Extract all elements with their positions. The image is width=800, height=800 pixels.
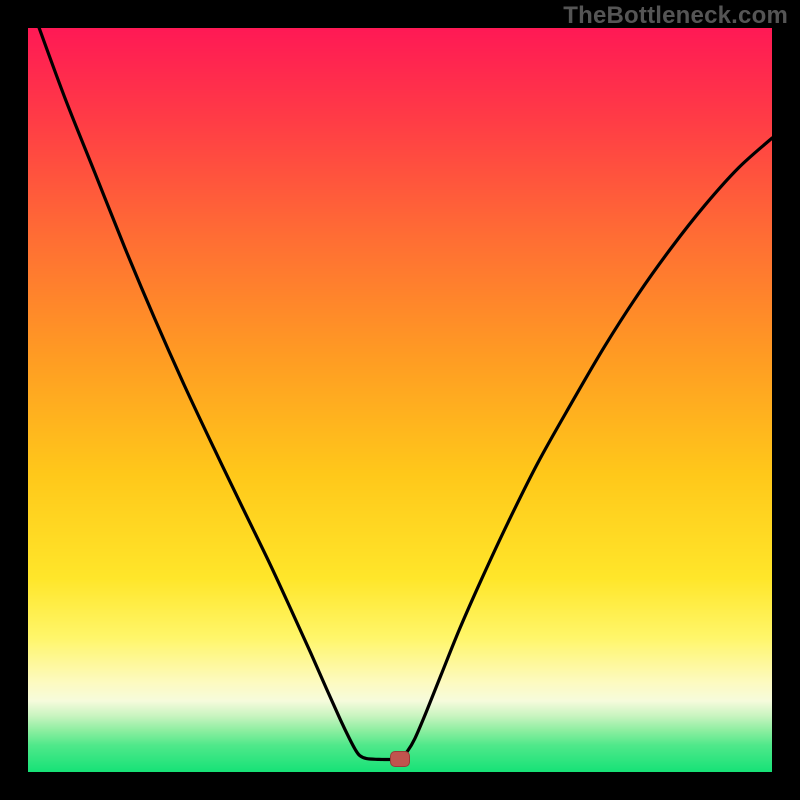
bottleneck-curve bbox=[28, 28, 772, 772]
plot-area bbox=[28, 28, 772, 772]
watermark-text: TheBottleneck.com bbox=[563, 2, 788, 30]
curve-path bbox=[39, 28, 772, 760]
optimal-point-marker bbox=[390, 751, 410, 767]
